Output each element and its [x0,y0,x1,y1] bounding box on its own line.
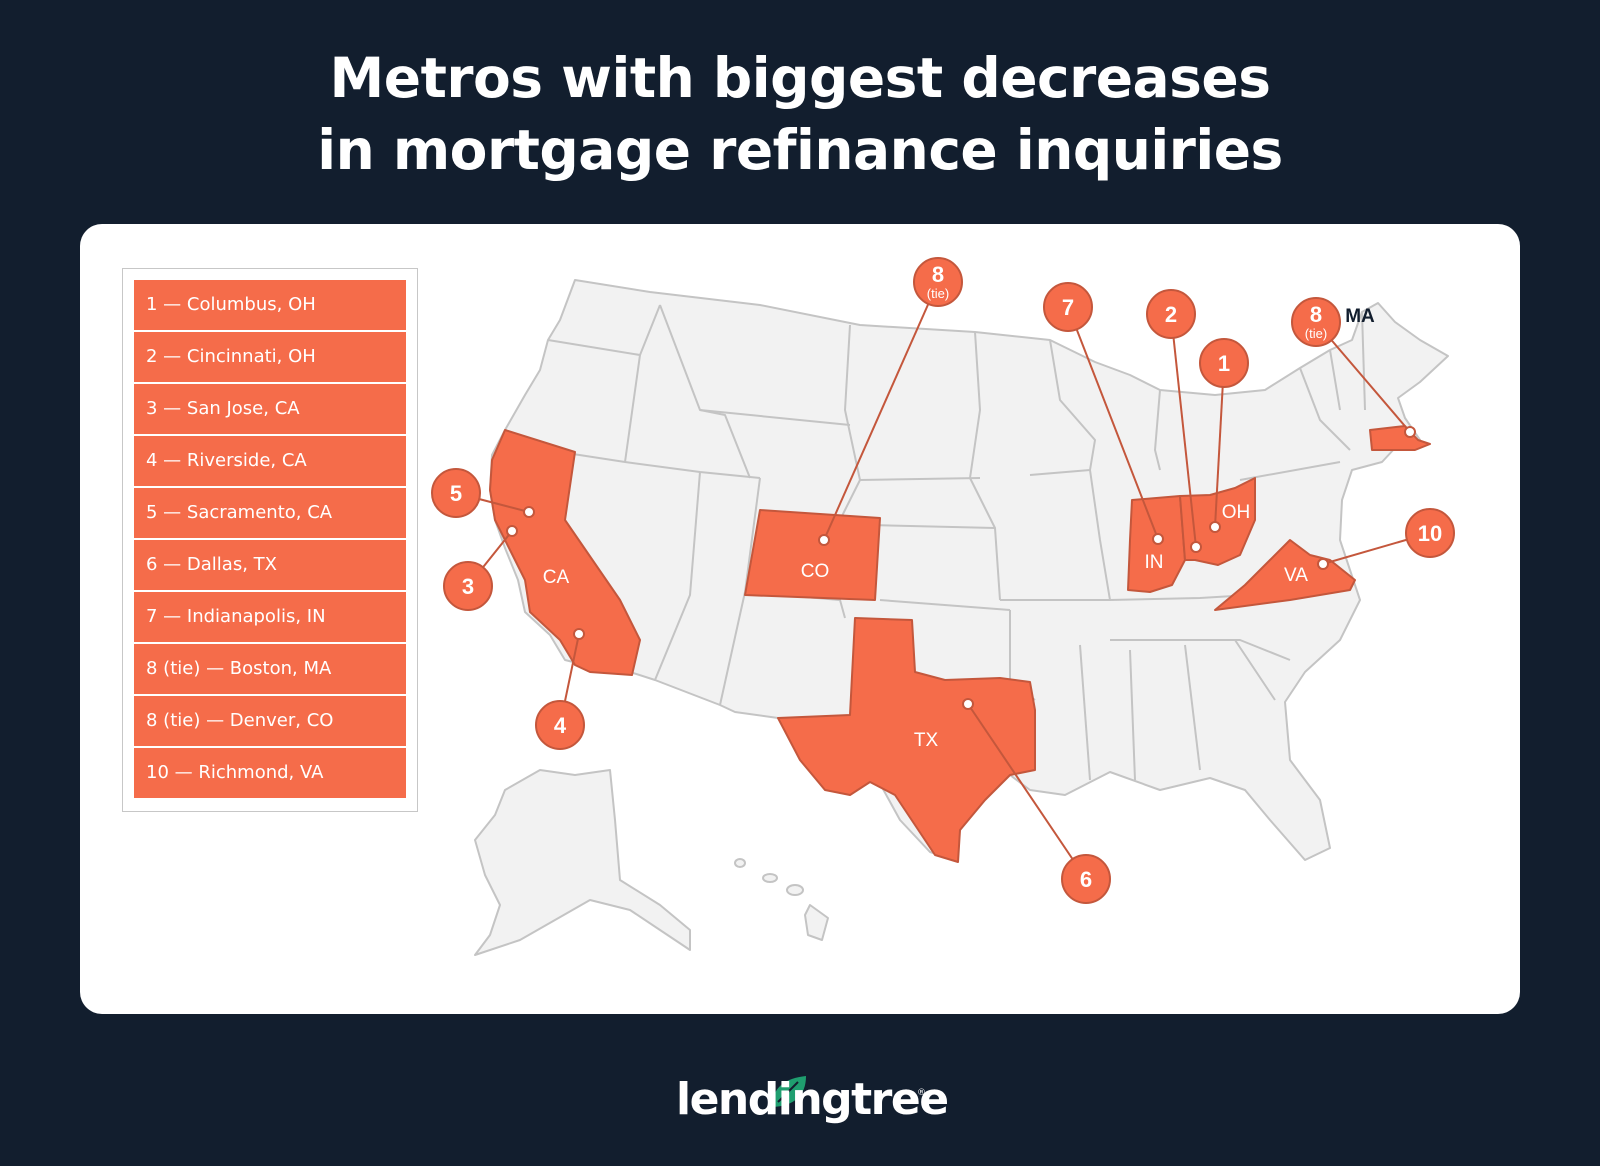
colorado-shape [744,509,881,601]
page-title: Metros with biggest decreases in mortgag… [0,42,1600,186]
title-line-1: Metros with biggest decreases [329,46,1271,110]
rank-label-2: 2 [1165,302,1177,327]
rank-marker-10 [1405,508,1455,558]
rank-marker-3 [443,561,493,611]
legend-item: 10 — Richmond, VA [134,748,406,798]
state-label-tx: TX [914,730,939,751]
state-label-co: CO [801,561,830,582]
legend-item: 6 — Dallas, TX [134,540,406,590]
city-dot-denver [818,534,830,546]
legend-item: 1 — Columbus, OH [134,280,406,330]
metro-legend: 1 — Columbus, OH 2 — Cincinnati, OH 3 — … [122,268,418,812]
city-dot-cincinnati [1190,541,1202,553]
city-dot-sacramento [523,506,535,518]
leader-line-2 [1170,313,1197,548]
leaf-icon [772,1076,806,1107]
state-label-ma: MA [1345,306,1375,327]
texas-shape [777,617,1036,863]
city-dot-riverside [573,628,585,640]
california-shape [489,429,641,676]
legend-item: 7 — Indianapolis, IN [134,592,406,642]
rank-marker-8-co [913,257,963,307]
map-card: 1 — Columbus, OH 2 — Cincinnati, OH 3 — … [80,224,1520,1014]
state-label-oh: OH [1222,502,1251,523]
rank-label-6: 6 [1080,867,1092,892]
legend-item: 8 (tie) — Boston, MA [134,644,406,694]
rank-marker-1 [1199,338,1249,388]
state-label-in: IN [1145,552,1164,573]
hawaii-islands [734,858,829,941]
legend-item: 8 (tie) — Denver, CO [134,696,406,746]
virginia-shape [1214,539,1356,611]
rank-marker-6 [1061,854,1111,904]
city-dot-indianapolis [1152,533,1164,545]
rank-marker-7 [1043,282,1093,332]
us-map: CA CO TX IN OH VA MA [431,257,1455,956]
city-dot-richmond [1317,558,1329,570]
brand-logo [0,1052,1600,1132]
legend-item: 3 — San Jose, CA [134,384,406,434]
rank-label-8-ma: 8 [1310,302,1322,327]
rank-marker-5 [431,468,481,518]
leader-line-6 [967,703,1087,880]
city-dot-san-jose [506,525,518,537]
rank-label-10: 10 [1418,521,1442,546]
rank-label-4: 4 [554,713,567,738]
legend-item: 5 — Sacramento, CA [134,488,406,538]
leader-line-1 [1214,362,1225,528]
state-label-ca: CA [543,567,570,588]
rank-label-3: 3 [462,574,474,599]
rank-label-8-co: 8 [932,262,944,287]
rank-label-5: 5 [450,481,462,506]
city-dot-columbus [1209,521,1221,533]
leader-line-8co [823,281,939,541]
rank-label-1: 1 [1218,351,1230,376]
rank-marker-2 [1146,289,1196,339]
city-dot-boston [1404,426,1416,438]
title-line-2: in mortgage refinance inquiries [317,118,1283,182]
legend-item: 2 — Cincinnati, OH [134,332,406,382]
rank-marker-8-ma [1291,297,1341,347]
leader-line-7 [1067,306,1159,540]
legend-item: 4 — Riverside, CA [134,436,406,486]
city-dot-dallas [962,698,974,710]
registered-mark: ® [917,1088,926,1098]
tie-label-ma: (tie) [1305,326,1327,341]
state-label-va: VA [1284,565,1308,586]
massachusetts-shape [1369,425,1431,451]
alaska-shape [474,769,691,956]
rank-label-7: 7 [1062,295,1074,320]
tie-label-co: (tie) [927,286,949,301]
rank-marker-4 [535,700,585,750]
brand-wordmark: lendingtree [676,1074,949,1125]
